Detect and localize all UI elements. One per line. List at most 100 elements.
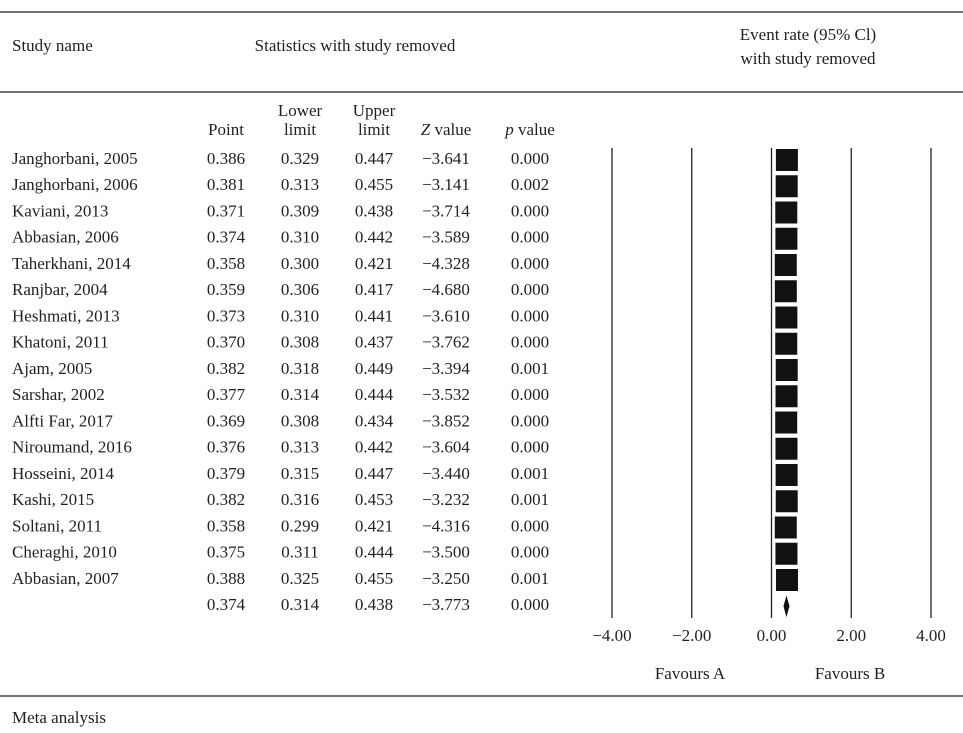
point-square	[775, 542, 798, 565]
cell: 0.309	[281, 201, 319, 220]
column-header: Upper	[353, 101, 396, 120]
chart-title: with study removed	[740, 49, 876, 68]
cell: 0.000	[511, 228, 549, 247]
cell: 0.308	[281, 411, 319, 430]
cell: 0.318	[281, 359, 319, 378]
cell: 0.000	[511, 411, 549, 430]
study-name: Taherkhani, 2014	[12, 254, 131, 273]
study-name: Khatoni, 2011	[12, 333, 109, 352]
cell: −3.762	[422, 333, 470, 352]
study-name: Heshmati, 2013	[12, 306, 120, 325]
cell: 0.000	[511, 254, 549, 273]
cell: 0.001	[511, 359, 549, 378]
cell: 0.434	[355, 411, 394, 430]
cell: 0.000	[511, 543, 549, 562]
cell: −3.714	[422, 201, 470, 220]
cell: 0.442	[355, 228, 393, 247]
point-square	[775, 227, 798, 250]
cell: 0.300	[281, 254, 319, 273]
x-tick-label: −4.00	[592, 626, 631, 645]
point-square	[775, 411, 798, 434]
cell: 0.444	[355, 385, 394, 404]
cell: 0.306	[281, 280, 319, 299]
cell: 0.455	[355, 569, 393, 588]
point-square	[775, 149, 798, 171]
study-name: Alfti Far, 2017	[12, 411, 113, 430]
cell: 0.313	[281, 438, 319, 457]
cell: 0.438	[355, 595, 393, 614]
point-square	[774, 516, 797, 539]
footer: Meta analysis	[12, 708, 106, 727]
cell: 0.316	[281, 490, 319, 509]
cell: 0.421	[355, 516, 393, 535]
cell: 0.382	[207, 359, 245, 378]
summary-diamond	[783, 595, 790, 618]
column-header: Z value	[421, 120, 472, 139]
study-name: Hosseini, 2014	[12, 464, 115, 483]
cell: 0.358	[207, 254, 245, 273]
cell: 0.370	[207, 333, 245, 352]
study-name: Janghorbani, 2005	[12, 149, 138, 168]
cell: 0.002	[511, 175, 549, 194]
cell: −4.316	[422, 516, 470, 535]
point-square	[774, 280, 797, 303]
study-name: Cheraghi, 2010	[12, 543, 117, 562]
cell: 0.442	[355, 438, 393, 457]
cell: 0.313	[281, 175, 319, 194]
cell: 0.444	[355, 543, 394, 562]
header: Statistics with study removed	[255, 36, 456, 55]
point-square	[775, 306, 798, 329]
cell: −3.394	[422, 359, 470, 378]
cell: 0.453	[355, 490, 393, 509]
cell: −3.532	[422, 385, 470, 404]
cell: 0.379	[207, 464, 245, 483]
point-square	[775, 569, 798, 591]
cell: 0.375	[207, 543, 245, 562]
point-square	[774, 254, 797, 276]
cell: 0.001	[511, 490, 549, 509]
header: Study name	[12, 36, 93, 55]
cell: 0.000	[511, 516, 549, 535]
study-name: Abbasian, 2006	[12, 228, 119, 247]
column-header: p value	[504, 120, 555, 139]
cell: −3.250	[422, 569, 470, 588]
x-tick-label: 0.00	[757, 626, 787, 645]
cell: 0.315	[281, 464, 319, 483]
cell: 0.000	[511, 280, 549, 299]
cell: 0.388	[207, 569, 245, 588]
cell: 0.000	[511, 149, 549, 168]
column-header: limit	[284, 120, 316, 139]
cell: 0.000	[511, 306, 549, 325]
x-tick-label: −2.00	[672, 626, 711, 645]
study-name: Ajam, 2005	[12, 359, 92, 378]
cell: 0.000	[511, 333, 549, 352]
cell: 0.374	[207, 228, 246, 247]
cell: 0.441	[355, 306, 393, 325]
cell: 0.373	[207, 306, 245, 325]
cell: 0.000	[511, 595, 549, 614]
cell: −3.852	[422, 411, 470, 430]
cell: 0.369	[207, 411, 245, 430]
cell: −3.232	[422, 490, 470, 509]
cell: 0.325	[281, 569, 319, 588]
cell: 0.329	[281, 149, 319, 168]
cell: −3.500	[422, 543, 470, 562]
study-name: Kaviani, 2013	[12, 201, 108, 220]
column-header: limit	[358, 120, 390, 139]
study-name: Abbasian, 2007	[12, 569, 119, 588]
cell: 0.314	[281, 385, 320, 404]
point-square	[775, 437, 798, 460]
column-header: Point	[208, 120, 244, 139]
study-name: Niroumand, 2016	[12, 438, 132, 457]
point-square	[775, 201, 798, 224]
cell: −3.641	[422, 149, 470, 168]
study-name: Sarshar, 2002	[12, 385, 105, 404]
cell: 0.381	[207, 175, 245, 194]
cell: 0.438	[355, 201, 393, 220]
cell: 0.377	[207, 385, 246, 404]
study-name: Kashi, 2015	[12, 490, 94, 509]
cell: 0.000	[511, 201, 549, 220]
study-name: Ranjbar, 2004	[12, 280, 108, 299]
cell: −3.610	[422, 306, 470, 325]
